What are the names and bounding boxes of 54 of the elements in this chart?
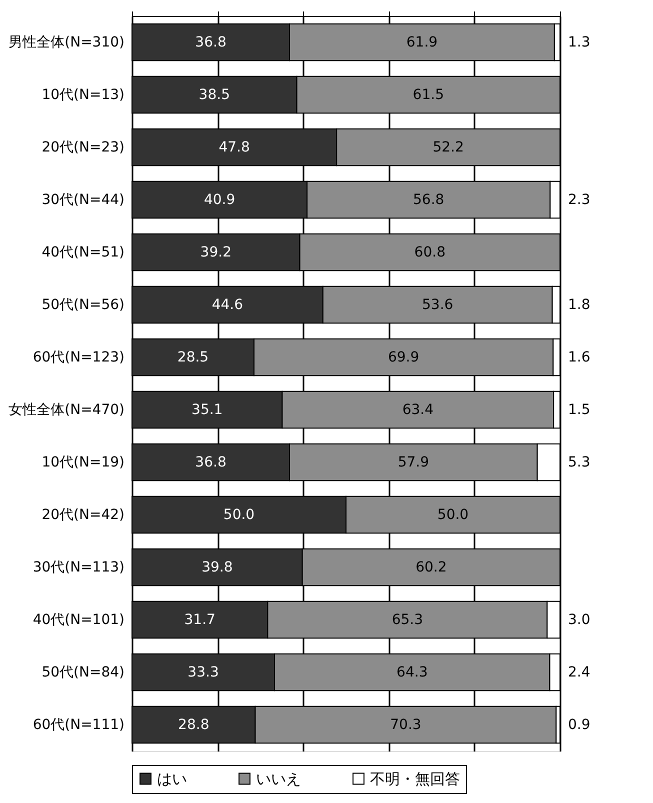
y-tick-label: 男性全体(N=310) — [8, 34, 124, 50]
data-label: 64.3 — [396, 664, 428, 680]
y-tick-label: 女性全体(N=470) — [8, 402, 124, 418]
data-label: 2.4 — [568, 664, 590, 680]
data-label: 69.9 — [388, 349, 420, 366]
data-label: 36.8 — [195, 34, 226, 50]
data-label: 28.8 — [178, 716, 210, 733]
y-tick-label: 40代(N=101) — [32, 612, 124, 628]
data-label: 38.5 — [198, 86, 230, 103]
data-label: 1.6 — [568, 349, 590, 366]
y-tick-label: 20代(N=23) — [42, 139, 124, 156]
y-tick-label: 60代(N=111) — [32, 716, 124, 733]
y-tick-label: 40代(N=51) — [42, 244, 124, 260]
data-label: 1.8 — [568, 296, 590, 313]
data-label: 28.5 — [177, 349, 209, 366]
data-label: 40.9 — [204, 192, 236, 208]
data-label: 3.0 — [568, 612, 590, 628]
data-label: 5.3 — [568, 454, 590, 470]
data-label: 36.8 — [195, 454, 226, 470]
data-label: 70.3 — [390, 716, 422, 733]
data-label: 65.3 — [392, 612, 424, 628]
data-label: 39.8 — [202, 559, 233, 576]
y-tick-label: 10代(N=19) — [42, 454, 124, 470]
y-tick-label: 10代(N=13) — [42, 86, 124, 103]
data-label: 61.5 — [412, 86, 444, 103]
legend-label: いいえ — [256, 770, 301, 788]
y-tick-label: 50代(N=56) — [42, 296, 124, 313]
y-tick-label: 60代(N=123) — [32, 349, 124, 366]
data-label: 53.6 — [422, 296, 454, 313]
data-label: 60.8 — [414, 244, 446, 260]
data-label: 1.3 — [568, 34, 590, 50]
data-label: 52.2 — [432, 139, 464, 156]
data-label: 31.7 — [184, 612, 216, 628]
y-tick-label: 20代(N=42) — [42, 506, 124, 523]
data-label: 39.2 — [200, 244, 232, 260]
data-label: 33.3 — [188, 664, 219, 680]
y-tick-label: 30代(N=44) — [42, 192, 124, 208]
data-label: 35.1 — [192, 402, 223, 418]
data-label: 1.5 — [568, 402, 590, 418]
data-label: 44.6 — [212, 296, 244, 313]
data-label: 50.0 — [437, 506, 469, 523]
legend-label: 不明・無回答 — [370, 770, 460, 788]
data-label: 56.8 — [413, 192, 444, 208]
y-tick-label: 50代(N=84) — [42, 664, 124, 680]
data-label: 47.8 — [218, 139, 250, 156]
data-label: 2.3 — [568, 192, 590, 208]
y-tick-label: 30代(N=113) — [32, 559, 124, 576]
data-label: 61.9 — [406, 34, 438, 50]
data-label: 63.4 — [402, 402, 434, 418]
data-label: 0.9 — [568, 716, 590, 733]
data-label: 60.2 — [416, 559, 447, 576]
data-label: 50.0 — [223, 506, 255, 523]
data-label: 57.9 — [398, 454, 429, 470]
legend-label: はい — [157, 770, 187, 788]
